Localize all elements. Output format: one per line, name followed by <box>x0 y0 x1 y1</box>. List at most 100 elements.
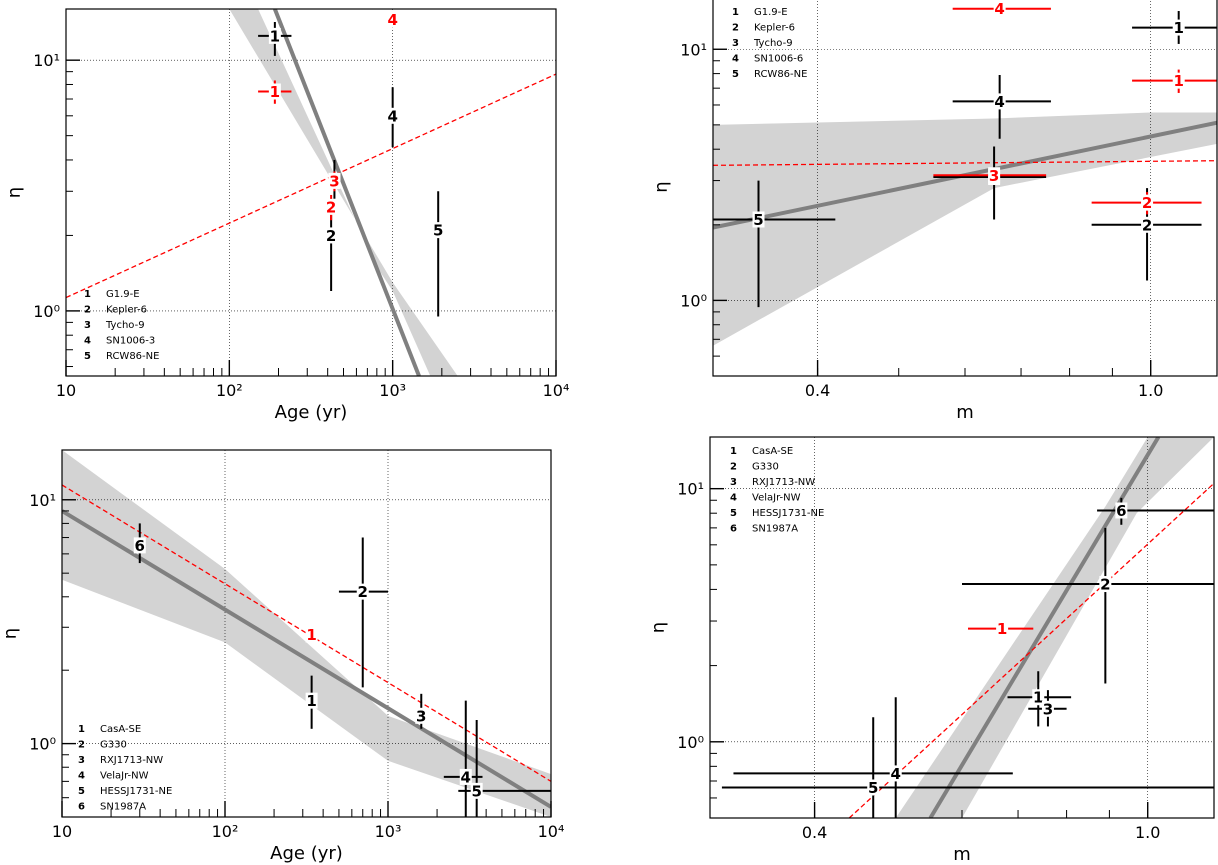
data-point-black-3: 3 <box>1028 690 1067 727</box>
point-label-bg <box>889 765 902 782</box>
y-tick-label: 10¹ <box>29 491 56 510</box>
legend-number: 1 <box>730 446 737 457</box>
y-axis-label: η <box>4 187 25 198</box>
point-label-bg <box>988 167 1001 184</box>
legend: 1 CasA-SE 2 G330 3 RXJ1713-NW 4 VelaJr-NW 5 HESSJ… <box>78 724 172 813</box>
x-tick-label: 10 <box>52 822 72 841</box>
legend: 1 G1.9-E 2 Kepler-6 3 Tycho-9 4 SN1006-6 5 RCW86-… <box>732 7 807 80</box>
data-point-red-3: 3 <box>933 167 1047 185</box>
point-label: 5 <box>868 779 878 797</box>
y-axis-label: η <box>651 181 672 192</box>
point-label: 1 <box>1173 72 1183 90</box>
legend-number: 5 <box>732 69 739 80</box>
point-label: 4 <box>387 107 397 125</box>
red-dashed-fit-line <box>66 73 556 299</box>
y-tick-label: 10¹ <box>677 480 704 499</box>
axes-frame <box>65 8 557 377</box>
x-tick-label: 10⁴ <box>543 381 570 400</box>
point-label: 2 <box>1142 194 1152 212</box>
x-tick-label: 10⁴ <box>538 822 565 841</box>
legend: 1 G1.9-E 2 Kepler-6 3 Tycho-9 4 SN1006-3 5 RCW86-… <box>84 289 159 362</box>
point-label-bg <box>470 782 483 799</box>
y-tick-label: 10¹ <box>680 40 707 59</box>
legend-number: 3 <box>732 38 739 49</box>
legend-number: 1 <box>84 289 91 300</box>
point-label-bg <box>305 626 318 643</box>
x-tick-label: 10 <box>56 381 76 400</box>
legend-entry: VelaJr-NW <box>100 771 149 782</box>
data-point-black-3: 3 <box>415 693 428 729</box>
point-label-bg <box>328 172 341 189</box>
legend-number: 3 <box>78 755 85 766</box>
point-label: 4 <box>461 768 471 786</box>
point-label: 3 <box>329 172 339 190</box>
data-point-black-6: 6 <box>1097 497 1214 525</box>
point-label-bg <box>752 211 765 228</box>
point-label-bg <box>1099 576 1112 593</box>
data-point-red-1: 1 <box>968 620 1034 638</box>
legend-number: 4 <box>730 493 737 504</box>
x-axis-label: Age (yr) <box>275 402 348 423</box>
point-label-bg <box>1032 689 1045 706</box>
point-label-bg <box>1172 19 1185 36</box>
legend-number: 2 <box>730 462 737 473</box>
legend-number: 3 <box>84 320 91 331</box>
point-label: 3 <box>1043 700 1053 718</box>
legend-number: 5 <box>78 786 85 797</box>
red-dashed-fit-line <box>848 482 1214 818</box>
data-point-black-4: 4 <box>952 74 1051 139</box>
point-label: 2 <box>326 198 336 216</box>
data-point-red-4: 4 <box>386 11 399 29</box>
point-label-bg <box>1041 700 1054 717</box>
y-axis-label: η <box>648 622 669 633</box>
x-axis-label: m <box>953 844 971 865</box>
point-label: 2 <box>358 583 368 601</box>
confidence-band <box>229 9 458 376</box>
legend-entry: HESSJ1731-NE <box>752 508 824 519</box>
legend-entry: RXJ1713-NW <box>100 755 163 766</box>
legend-entry: HESSJ1731-NE <box>100 786 172 797</box>
data-point-black-4: 4 <box>386 87 399 148</box>
legend-entry: Tycho-9 <box>753 38 793 49</box>
red-dashed-fit-line <box>713 160 1217 166</box>
data-point-black-6: 6 <box>133 523 146 564</box>
point-label-bg <box>459 768 472 785</box>
x-axis-label: Age (yr) <box>270 843 343 864</box>
legend-number: 1 <box>78 724 85 735</box>
point-label-bg <box>415 707 428 724</box>
point-label-bg <box>1115 502 1128 519</box>
point-label-bg <box>996 620 1009 637</box>
point-label: 1 <box>270 27 280 45</box>
data-point-red-1: 1 <box>305 626 318 644</box>
legend-number: 5 <box>730 508 737 519</box>
legend-entry: VelaJr-NW <box>752 493 801 504</box>
x-tick-label: 10³ <box>379 381 406 400</box>
point-label-bg <box>993 0 1006 17</box>
fit-line <box>928 437 1161 818</box>
axes-frame <box>61 449 552 818</box>
legend-number: 4 <box>732 54 739 65</box>
legend-entry: SN1987A <box>752 524 798 535</box>
point-label-bg <box>305 692 318 709</box>
legend-entry: SN1987A <box>100 802 146 813</box>
point-label: 4 <box>890 765 900 783</box>
data-point-black-2: 2 <box>962 527 1214 684</box>
y-tick-label: 10⁰ <box>677 733 704 752</box>
legend-entry: CasA-SE <box>100 724 141 735</box>
panel-top-right: 1 2 3 4 5 1 2 3 4 0.4 1.0 10⁰ 10¹ m η 1 G1.9-E 2 Kepler-6 3… <box>651 0 1218 423</box>
plot-area: 1 2 3 4 5 1 2 3 4 <box>66 9 556 376</box>
legend-entry: RCW86-NE <box>106 351 159 362</box>
point-label-bg <box>386 107 399 124</box>
point-label: 1 <box>306 626 316 644</box>
legend-entry: G330 <box>100 740 127 751</box>
x-tick-label: 1.0 <box>1138 381 1163 400</box>
point-label: 2 <box>326 227 336 245</box>
point-label-bg <box>867 779 880 796</box>
data-point-black-5: 5 <box>721 717 1214 818</box>
point-label-bg <box>432 222 445 239</box>
point-label: 1 <box>1173 19 1183 37</box>
data-point-black-5: 5 <box>458 719 551 817</box>
